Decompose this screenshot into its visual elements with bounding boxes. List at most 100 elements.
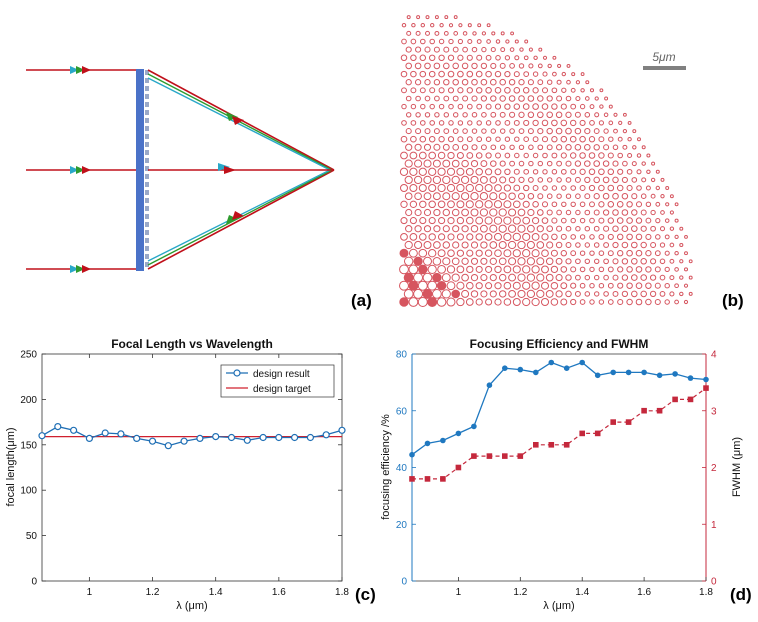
pillar — [541, 136, 549, 143]
pillar — [470, 224, 479, 233]
pillar — [451, 289, 461, 299]
pillar — [598, 152, 605, 159]
pillar — [560, 152, 567, 159]
pillar — [460, 175, 470, 185]
pillar — [475, 249, 483, 257]
pillar — [446, 281, 456, 291]
pillar — [466, 136, 473, 143]
pillar — [494, 103, 502, 110]
pillar — [452, 112, 459, 118]
pillar — [495, 120, 501, 126]
pillar — [575, 258, 581, 265]
pillar — [429, 38, 435, 45]
pillar — [466, 87, 473, 94]
pillar — [522, 281, 531, 290]
pillar — [602, 160, 610, 167]
fwhm-point — [672, 396, 678, 403]
y-tick-label: 0 — [31, 577, 37, 588]
pillar — [467, 38, 473, 45]
pillar — [650, 225, 656, 232]
pillar — [400, 233, 408, 241]
pillar — [665, 202, 670, 207]
pillar — [405, 46, 412, 53]
pillar — [612, 290, 619, 297]
pillar — [518, 176, 525, 183]
pillar — [523, 168, 530, 175]
pillar — [545, 257, 554, 266]
fwhm-point — [517, 453, 524, 459]
pillar — [541, 201, 549, 208]
pillar — [545, 273, 554, 282]
pillar — [491, 31, 496, 36]
pillar — [484, 200, 493, 209]
pillar — [457, 136, 464, 143]
pillar — [518, 160, 525, 167]
pillar — [480, 95, 488, 102]
pillar — [512, 249, 521, 258]
pillar — [438, 217, 446, 225]
pillar — [517, 240, 526, 250]
pillar — [523, 55, 529, 61]
pillar — [414, 192, 422, 201]
pillar — [640, 193, 647, 199]
pillar — [495, 152, 501, 159]
y-tick-label-left: 60 — [396, 406, 408, 417]
pillar — [465, 167, 474, 176]
pillar — [556, 177, 562, 183]
pillar — [461, 273, 469, 282]
pillar-array — [399, 15, 693, 307]
efficiency-point — [656, 372, 663, 379]
pillar — [565, 193, 572, 199]
pillar — [551, 119, 558, 127]
pillar — [451, 192, 460, 201]
pillar — [531, 297, 540, 307]
fwhm-point — [594, 430, 601, 437]
pillar — [674, 267, 679, 272]
pillar — [565, 127, 572, 135]
pillar — [489, 208, 498, 217]
chart-d-series-efficiency — [409, 359, 709, 458]
efficiency-point — [563, 365, 570, 372]
y-tick-label: 150 — [20, 440, 37, 451]
pillar — [524, 39, 529, 44]
pillar — [475, 87, 483, 94]
y-tick-label: 100 — [20, 486, 37, 497]
pillar — [579, 282, 586, 289]
pillar — [494, 249, 502, 258]
pillar — [410, 103, 417, 110]
fwhm-point — [656, 407, 663, 414]
pillar — [428, 183, 437, 193]
pillar — [484, 183, 493, 193]
pillar — [423, 143, 432, 151]
pillar — [475, 298, 483, 306]
fwhm-point — [533, 442, 539, 448]
pillar — [400, 200, 408, 208]
pillar — [546, 144, 553, 151]
pillar — [475, 282, 483, 290]
pillar — [436, 297, 447, 307]
pillar — [405, 225, 413, 233]
pillar — [688, 275, 693, 280]
pillar — [621, 241, 629, 249]
pillar — [403, 256, 414, 267]
design-result-point — [101, 429, 109, 437]
pillar — [475, 216, 484, 225]
pillar — [523, 119, 530, 126]
pillar — [442, 143, 450, 151]
pillar — [650, 193, 656, 199]
pillar — [457, 103, 464, 110]
pillar — [536, 257, 545, 266]
chart-c-legend: design result design target — [220, 364, 335, 398]
pillar — [428, 135, 436, 143]
fwhm-point — [455, 464, 462, 471]
pillar — [646, 153, 651, 158]
pillar — [570, 185, 577, 191]
pillar — [508, 78, 516, 86]
pillar — [594, 112, 600, 118]
pillar — [542, 55, 548, 60]
pillar — [498, 273, 507, 282]
pillar — [447, 151, 455, 160]
pillar — [561, 201, 567, 208]
pillar — [551, 233, 558, 241]
pillar — [414, 208, 422, 217]
